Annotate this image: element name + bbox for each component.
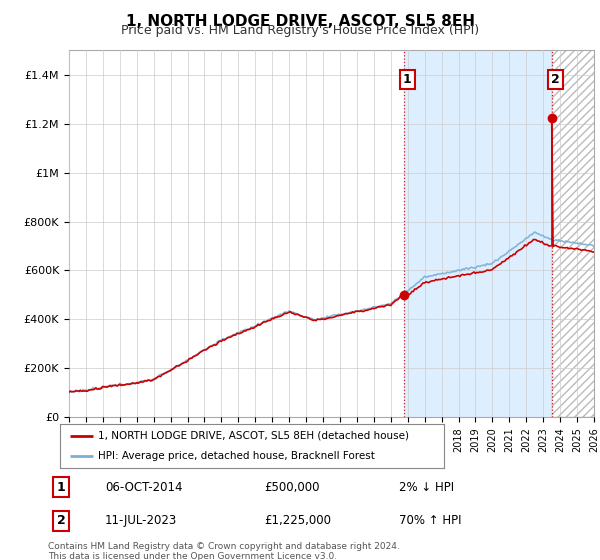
Text: 70% ↑ HPI: 70% ↑ HPI xyxy=(399,514,461,528)
Text: 2: 2 xyxy=(56,514,65,528)
Bar xyxy=(552,50,600,417)
Text: £500,000: £500,000 xyxy=(265,480,320,494)
Text: £1,225,000: £1,225,000 xyxy=(265,514,332,528)
Text: 1: 1 xyxy=(403,73,412,86)
Bar xyxy=(404,50,552,417)
Text: 2: 2 xyxy=(551,73,560,86)
Text: 1, NORTH LODGE DRIVE, ASCOT, SL5 8EH: 1, NORTH LODGE DRIVE, ASCOT, SL5 8EH xyxy=(125,14,475,29)
Text: 1, NORTH LODGE DRIVE, ASCOT, SL5 8EH (detached house): 1, NORTH LODGE DRIVE, ASCOT, SL5 8EH (de… xyxy=(98,431,409,441)
Text: 11-JUL-2023: 11-JUL-2023 xyxy=(105,514,177,528)
Text: Price paid vs. HM Land Registry's House Price Index (HPI): Price paid vs. HM Land Registry's House … xyxy=(121,24,479,37)
Text: HPI: Average price, detached house, Bracknell Forest: HPI: Average price, detached house, Brac… xyxy=(98,451,375,461)
Text: Contains HM Land Registry data © Crown copyright and database right 2024.
This d: Contains HM Land Registry data © Crown c… xyxy=(48,542,400,560)
Text: 06-OCT-2014: 06-OCT-2014 xyxy=(105,480,182,494)
Text: 1: 1 xyxy=(56,480,65,494)
Text: 2% ↓ HPI: 2% ↓ HPI xyxy=(399,480,454,494)
